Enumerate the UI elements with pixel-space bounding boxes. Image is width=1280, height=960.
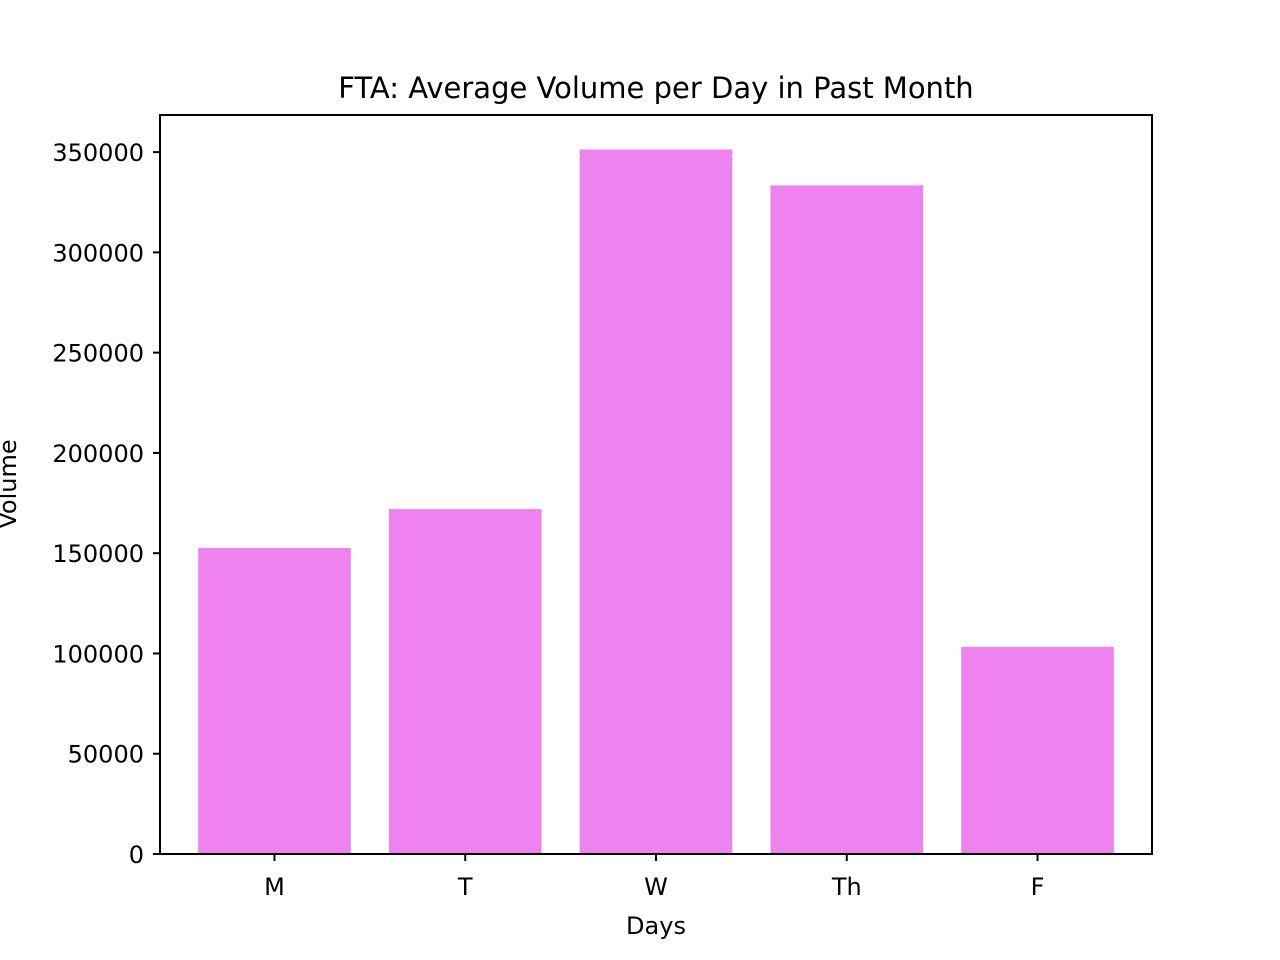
bar-t xyxy=(388,509,542,854)
y-axis-label: Volume xyxy=(0,439,22,528)
bar-th xyxy=(770,185,924,854)
y-tick-label: 300000 xyxy=(52,239,144,267)
y-tick-label: 150000 xyxy=(52,540,144,568)
y-tick-label: 200000 xyxy=(52,440,144,468)
x-axis-ticks: M T W Th F xyxy=(264,854,1044,901)
x-tick-label: W xyxy=(644,873,668,901)
y-tick-label: 0 xyxy=(129,841,144,869)
y-tick-label: 100000 xyxy=(52,640,144,668)
y-axis-ticks: 0 50000 100000 150000 200000 250000 300000 3500… xyxy=(52,139,160,869)
y-tick-label: 50000 xyxy=(68,741,144,769)
bars-group xyxy=(198,149,1114,855)
bar-w xyxy=(579,149,733,855)
y-tick-label: 350000 xyxy=(52,139,144,167)
x-tick-label: T xyxy=(457,873,473,901)
x-tick-label: M xyxy=(264,873,285,901)
plot-frame xyxy=(159,114,1153,855)
x-axis-label: Days xyxy=(626,912,686,940)
bar-f xyxy=(961,646,1114,854)
y-tick-label: 250000 xyxy=(52,340,144,368)
chart-title: FTA: Average Volume per Day in Past Mont… xyxy=(338,71,973,105)
x-tick-label: Th xyxy=(831,873,862,901)
x-tick-label: F xyxy=(1031,873,1045,901)
bar-m xyxy=(198,547,351,854)
